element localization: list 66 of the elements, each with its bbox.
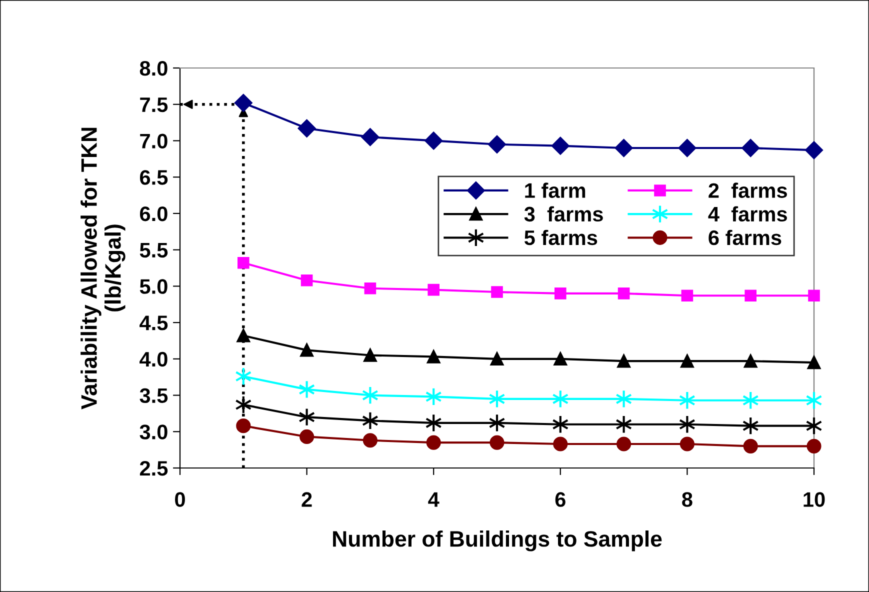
point — [490, 352, 504, 366]
point — [744, 290, 757, 302]
y-tick-label: 4.5 — [140, 316, 168, 330]
x-tick-label: 10 — [804, 492, 825, 507]
point — [743, 438, 758, 454]
y-axis-title: Variability Allowed for TKN (lb/Kgal) — [80, 128, 126, 410]
point — [680, 354, 694, 368]
x-tick-label: 0 — [175, 492, 185, 507]
point — [300, 344, 314, 357]
y-tick-label: 8.0 — [140, 61, 168, 76]
x-tick-label: 6 — [555, 492, 566, 507]
point — [236, 418, 251, 434]
legend-label: 4 farms — [708, 206, 787, 222]
y-tick-label: 5.5 — [140, 243, 168, 258]
point — [681, 290, 694, 302]
point — [364, 348, 377, 362]
point — [806, 438, 822, 454]
y-tick-label: 4.0 — [140, 352, 168, 367]
legend-label: 6 farms — [708, 230, 782, 246]
point — [808, 290, 820, 302]
point — [488, 135, 506, 154]
legend-label: 1 farm — [525, 182, 586, 198]
point — [807, 356, 821, 370]
point — [234, 94, 252, 112]
point — [553, 436, 568, 452]
point — [300, 274, 313, 286]
y-tick-label: 3.0 — [140, 424, 168, 440]
y-tick-label: 7.5 — [140, 98, 168, 112]
point — [678, 139, 696, 157]
point — [361, 128, 380, 146]
point — [428, 284, 440, 296]
point — [298, 119, 316, 138]
point — [554, 288, 566, 300]
point — [805, 141, 823, 160]
point — [237, 257, 250, 269]
point — [490, 435, 504, 450]
point — [744, 354, 758, 368]
point — [427, 350, 440, 364]
point — [554, 352, 567, 366]
point — [616, 436, 632, 452]
y-tick-label: 6.5 — [140, 170, 168, 185]
point — [362, 433, 378, 448]
point — [364, 282, 376, 294]
x-tick-label: 2 — [302, 492, 312, 507]
point — [742, 139, 760, 157]
y-tick-label: 3.5 — [140, 388, 168, 404]
x-axis-title: Number of Buildings to Sample — [333, 530, 662, 552]
point — [614, 139, 633, 157]
y-tick-label: 7.0 — [140, 134, 168, 148]
legend-label: 3 farms — [524, 206, 603, 222]
point — [300, 429, 314, 444]
point — [618, 288, 630, 300]
point — [680, 436, 694, 452]
point — [552, 136, 570, 155]
point — [617, 354, 630, 368]
legend-label: 2 farms — [708, 182, 787, 198]
point — [424, 132, 442, 150]
y-tick-label: 2.5 — [140, 461, 168, 476]
point — [236, 329, 250, 342]
x-tick-label: 8 — [682, 492, 692, 507]
legend-label: 5 farms — [524, 230, 598, 246]
point — [491, 286, 503, 298]
y-tick-label: 6.0 — [140, 206, 168, 222]
y-tick-label: 5.0 — [140, 279, 168, 294]
point — [426, 435, 441, 450]
x-tick-label: 4 — [428, 492, 440, 507]
